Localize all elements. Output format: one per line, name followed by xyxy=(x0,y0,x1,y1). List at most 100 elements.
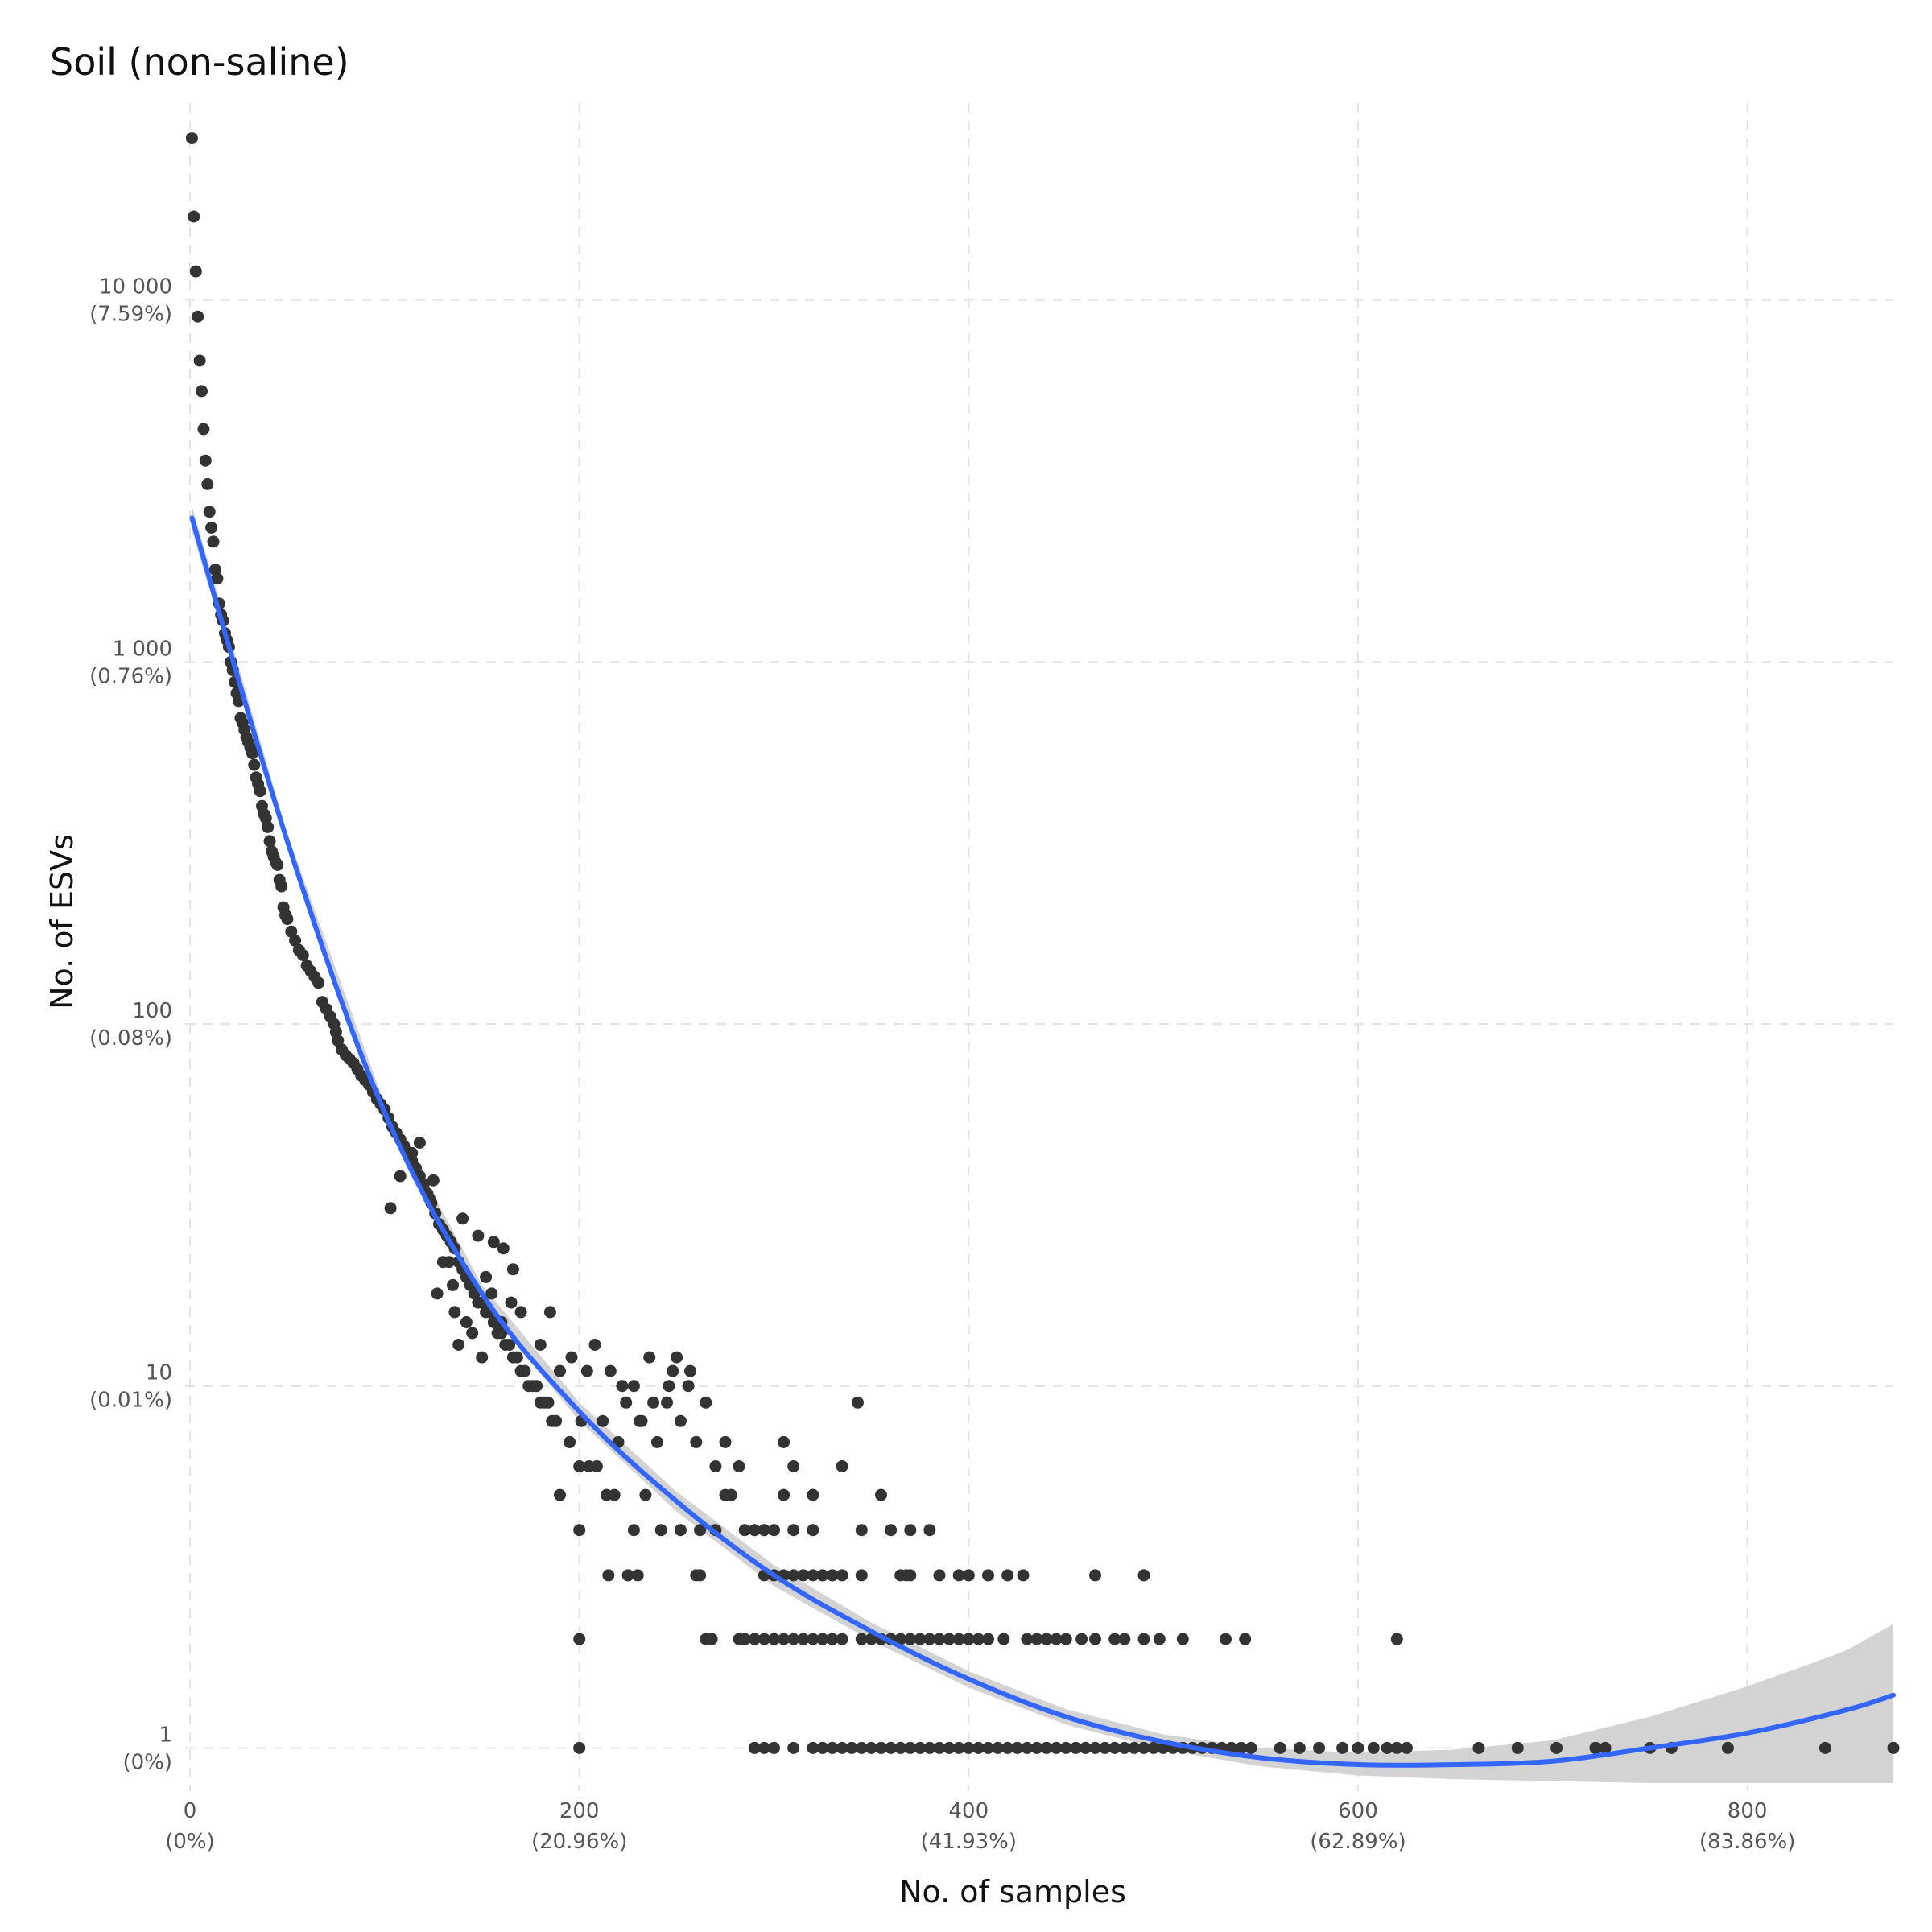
data-point xyxy=(797,1569,810,1582)
data-point xyxy=(943,1741,956,1754)
data-point xyxy=(787,1633,800,1645)
data-point xyxy=(1079,1741,1092,1754)
data-point xyxy=(836,1633,848,1645)
data-point xyxy=(855,1741,868,1754)
x-tick-label: 800 xyxy=(1728,1799,1768,1823)
data-point xyxy=(1721,1741,1734,1754)
data-point xyxy=(1367,1741,1380,1754)
data-point xyxy=(816,1741,829,1754)
data-point xyxy=(748,1524,761,1537)
data-point xyxy=(768,1524,780,1537)
data-point xyxy=(972,1633,985,1645)
data-point xyxy=(1235,1741,1248,1754)
data-point xyxy=(543,1306,556,1319)
data-point xyxy=(982,1569,994,1582)
data-point xyxy=(1176,1633,1189,1645)
data-point xyxy=(845,1741,858,1754)
data-point xyxy=(406,1146,419,1159)
confidence-band-area xyxy=(192,506,1894,1783)
data-point xyxy=(816,1633,829,1645)
data-point xyxy=(205,522,218,534)
data-point xyxy=(719,1435,732,1448)
data-point xyxy=(246,747,258,760)
data-point xyxy=(807,1488,819,1501)
data-point xyxy=(865,1633,877,1645)
y-tick-sublabel: (0%) xyxy=(122,1750,172,1774)
data-point xyxy=(1059,1633,1072,1645)
data-point xyxy=(620,1396,633,1409)
data-point xyxy=(1239,1633,1252,1645)
data-point xyxy=(807,1569,819,1582)
data-point xyxy=(894,1741,907,1754)
data-point xyxy=(1245,1741,1257,1754)
data-point xyxy=(188,210,200,223)
data-point xyxy=(709,1460,722,1472)
data-point xyxy=(671,1351,683,1364)
data-point xyxy=(185,132,198,145)
data-point xyxy=(296,949,309,961)
data-point xyxy=(1011,1741,1024,1754)
data-point xyxy=(1118,1741,1131,1754)
data-point xyxy=(1030,1633,1043,1645)
data-point xyxy=(506,1263,519,1276)
data-point xyxy=(700,1396,712,1409)
data-point xyxy=(1818,1741,1831,1754)
data-point xyxy=(705,1633,718,1645)
data-point xyxy=(631,1569,644,1582)
data-point xyxy=(1313,1741,1326,1754)
data-point xyxy=(203,506,216,518)
data-point xyxy=(466,1327,479,1340)
data-point xyxy=(207,535,220,548)
data-point xyxy=(518,1364,531,1377)
y-tick-sublabel: (0.08%) xyxy=(89,1026,172,1051)
scatter-points xyxy=(185,132,1900,1754)
data-point xyxy=(997,1633,1010,1645)
data-point xyxy=(452,1339,465,1351)
y-tick-label: 100 xyxy=(132,999,172,1023)
data-point xyxy=(684,1364,696,1377)
data-point xyxy=(1147,1741,1160,1754)
data-point xyxy=(312,976,325,989)
data-point xyxy=(1089,1633,1101,1645)
data-point xyxy=(787,1569,800,1582)
data-point xyxy=(758,1741,770,1754)
data-point xyxy=(647,1396,660,1409)
data-point xyxy=(1021,1741,1034,1754)
data-point xyxy=(542,1396,555,1409)
data-point xyxy=(836,1460,848,1472)
data-point xyxy=(826,1633,839,1645)
data-point xyxy=(807,1524,819,1537)
data-point xyxy=(875,1741,887,1754)
data-point xyxy=(933,1741,946,1754)
data-point xyxy=(1352,1741,1364,1754)
data-point xyxy=(597,1414,609,1427)
data-point xyxy=(836,1741,848,1754)
data-point xyxy=(199,454,212,467)
data-point xyxy=(768,1633,780,1645)
data-point xyxy=(852,1396,864,1409)
data-point xyxy=(1050,1741,1063,1754)
data-point xyxy=(448,1306,461,1319)
data-point xyxy=(1589,1741,1602,1754)
data-point xyxy=(952,1741,965,1754)
data-point xyxy=(982,1741,994,1754)
data-point xyxy=(943,1633,956,1645)
data-point xyxy=(565,1351,578,1364)
data-point xyxy=(738,1633,751,1645)
data-point xyxy=(952,1569,965,1582)
data-point xyxy=(992,1741,1005,1754)
data-point xyxy=(787,1524,800,1537)
data-point xyxy=(875,1488,887,1501)
grid-lines xyxy=(185,103,1893,1791)
data-point xyxy=(1887,1741,1900,1754)
data-point xyxy=(254,785,266,798)
data-point xyxy=(758,1524,770,1537)
data-point xyxy=(472,1229,485,1242)
data-point xyxy=(885,1741,898,1754)
data-point xyxy=(933,1633,946,1645)
data-point xyxy=(682,1380,695,1393)
x-tick-sublabel: (20.96%) xyxy=(531,1830,627,1854)
data-point xyxy=(427,1174,440,1187)
data-point xyxy=(674,1414,687,1427)
data-point xyxy=(554,1364,566,1377)
